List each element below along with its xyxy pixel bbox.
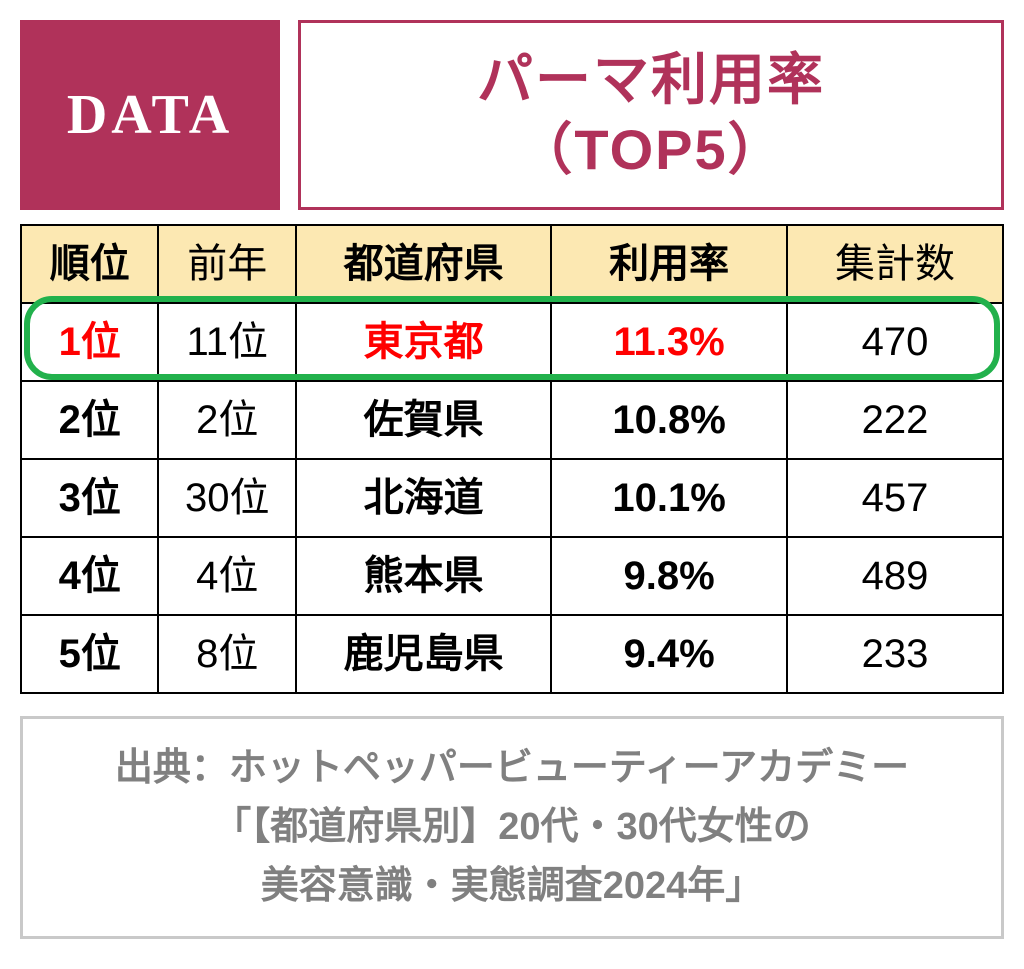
table-row: 4位 4位 熊本県 9.8% 489 [21,537,1003,615]
cell-rank: 5位 [21,615,158,693]
cell-prev: 8位 [158,615,295,693]
table-row: 3位 30位 北海道 10.1% 457 [21,459,1003,537]
cell-count: 470 [787,303,1003,381]
cell-rank: 2位 [21,381,158,459]
title-line2: （TOP5） [516,118,785,181]
col-header-prev: 前年 [158,225,295,303]
cell-pref: 鹿児島県 [296,615,551,693]
ranking-table-wrap: 順位 前年 都道府県 利用率 集計数 1位 11位 東京都 11.3% 470 … [20,224,1004,694]
col-header-pref: 都道府県 [296,225,551,303]
cell-count: 233 [787,615,1003,693]
cell-pref: 東京都 [296,303,551,381]
cell-count: 457 [787,459,1003,537]
source-citation: 出典：ホットペッパービューティーアカデミー 「【都道府県別】20代・30代女性の… [20,716,1004,939]
col-header-rate: 利用率 [551,225,787,303]
table-row: 2位 2位 佐賀県 10.8% 222 [21,381,1003,459]
table-header-row: 順位 前年 都道府県 利用率 集計数 [21,225,1003,303]
header: DATA パーマ利用率 （TOP5） [20,20,1004,210]
cell-prev: 2位 [158,381,295,459]
source-line2: 「【都道府県別】20代・30代女性の [213,806,811,848]
cell-rate: 9.4% [551,615,787,693]
cell-pref: 佐賀県 [296,381,551,459]
table-body: 1位 11位 東京都 11.3% 470 2位 2位 佐賀県 10.8% 222… [21,303,1003,693]
cell-pref: 北海道 [296,459,551,537]
cell-count: 222 [787,381,1003,459]
cell-count: 489 [787,537,1003,615]
title-line1: パーマ利用率 [477,48,825,111]
cell-rate: 10.8% [551,381,787,459]
col-header-count: 集計数 [787,225,1003,303]
cell-prev: 30位 [158,459,295,537]
data-badge: DATA [20,20,280,210]
ranking-table: 順位 前年 都道府県 利用率 集計数 1位 11位 東京都 11.3% 470 … [20,224,1004,694]
cell-rank: 1位 [21,303,158,381]
cell-prev: 4位 [158,537,295,615]
chart-title: パーマ利用率 （TOP5） [298,20,1004,210]
cell-rate: 10.1% [551,459,787,537]
col-header-rank: 順位 [21,225,158,303]
cell-prev: 11位 [158,303,295,381]
cell-rate: 9.8% [551,537,787,615]
table-row: 1位 11位 東京都 11.3% 470 [21,303,1003,381]
cell-rate: 11.3% [551,303,787,381]
cell-pref: 熊本県 [296,537,551,615]
cell-rank: 4位 [21,537,158,615]
source-line3: 美容意識・実態調査2024年」 [261,865,764,907]
cell-rank: 3位 [21,459,158,537]
table-row: 5位 8位 鹿児島県 9.4% 233 [21,615,1003,693]
source-line1: 出典：ホットペッパービューティーアカデミー [115,747,909,789]
